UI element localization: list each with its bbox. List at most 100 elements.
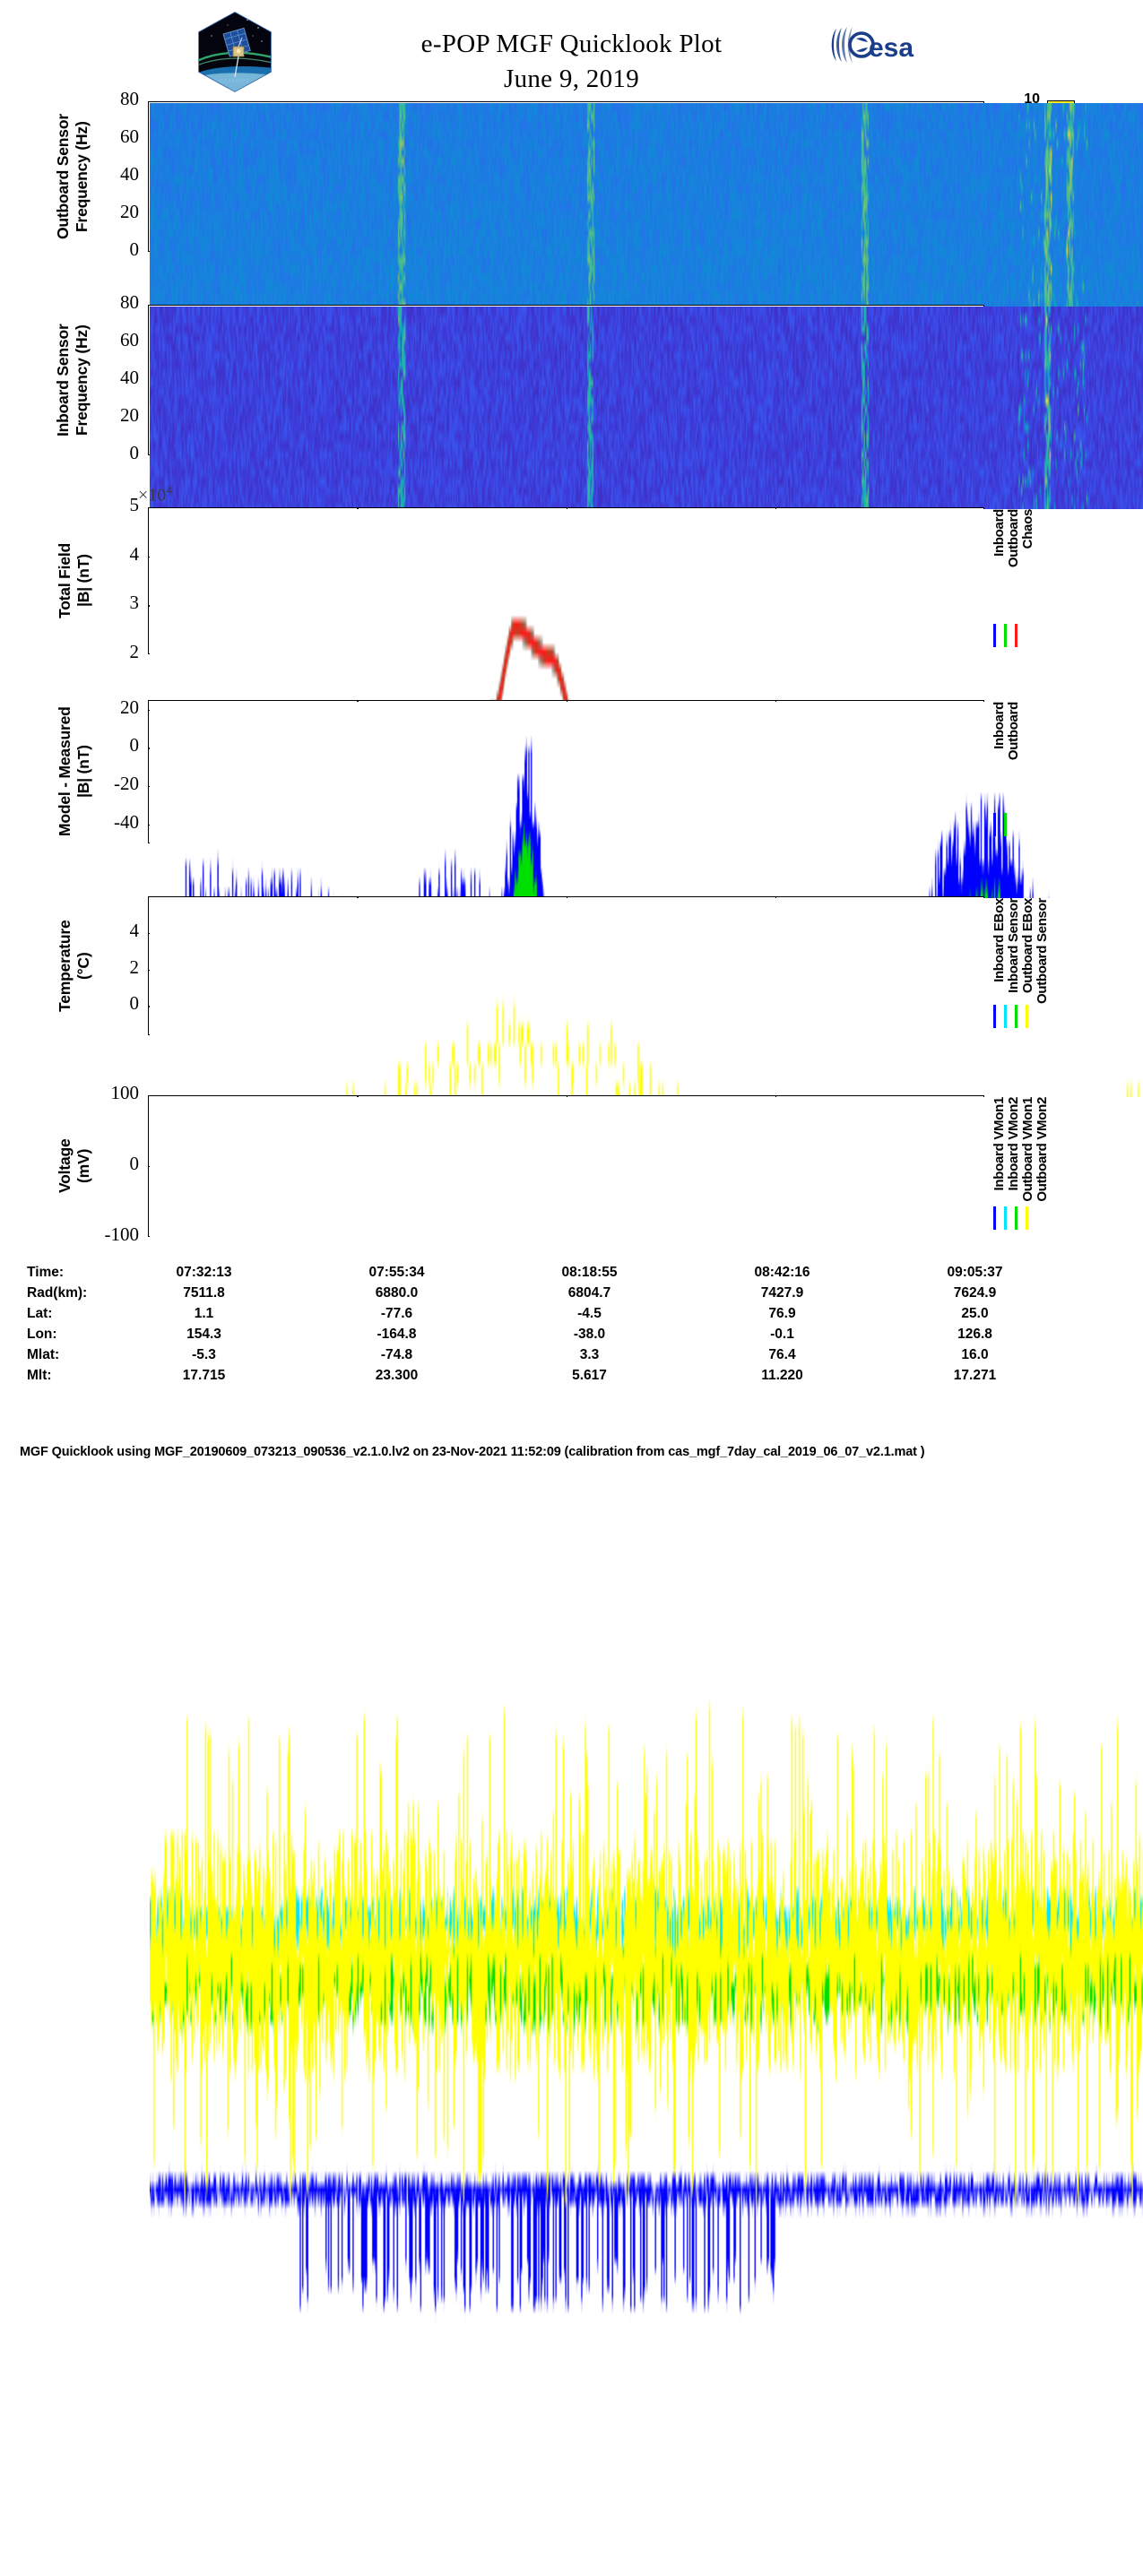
row-5-value-2: 5.617	[493, 1365, 686, 1386]
row-4-value-0: -5.3	[108, 1344, 300, 1365]
legend-swatch-1	[1004, 1005, 1007, 1028]
legend-label-0: Inboard EBox	[991, 898, 1007, 982]
ylabel-total-field: Total Field |B| (nT)	[56, 507, 97, 654]
legend-label-0: Inboard VMon1	[991, 1097, 1007, 1190]
ytick-outboard-spectrogram-4: 0	[80, 240, 139, 259]
legend-label-3: Outboard Sensor	[1035, 898, 1050, 1004]
row-3-value-3: -0.1	[686, 1324, 879, 1344]
title-line-2: June 9, 2019	[0, 62, 1143, 97]
row-4-value-1: -74.8	[300, 1344, 493, 1365]
legend-swatches	[993, 624, 1017, 647]
y-axis-exponent: ×104	[138, 483, 172, 506]
ytick-outboard-spectrogram-2: 40	[80, 165, 139, 184]
title-line-1: e-POP MGF Quicklook Plot	[0, 27, 1143, 62]
ytick-model-minus-measured-2: -20	[80, 774, 139, 793]
footer-provenance-text: MGF Quicklook using MGF_20190609_073213_…	[20, 1445, 924, 1459]
legend-swatch-3	[1026, 1206, 1028, 1230]
legend-swatches	[993, 1005, 1028, 1028]
esa-logo-icon: esa	[829, 25, 935, 65]
legend-swatch-2	[1015, 624, 1017, 647]
legend-swatch-1	[1004, 1206, 1007, 1230]
row-0-value-0: 07:32:13	[108, 1262, 300, 1283]
legend-swatch-3	[1026, 1005, 1028, 1028]
row-2-value-0: 1.1	[108, 1303, 300, 1324]
legend-swatch-0	[993, 624, 996, 647]
row-label-1: Rad(km):	[27, 1283, 108, 1303]
ytick-inboard-spectrogram-4: 0	[80, 444, 139, 462]
row-2-value-3: 76.9	[686, 1303, 879, 1324]
row-label-3: Lon:	[27, 1324, 108, 1344]
legend-swatch-0	[993, 813, 996, 836]
ytick-model-minus-measured-3: -40	[80, 813, 139, 832]
page-title: e-POP MGF Quicklook Plot June 9, 2019	[0, 27, 1143, 97]
row-4-value-3: 76.4	[686, 1344, 879, 1365]
row-5-value-4: 17.271	[879, 1365, 1071, 1386]
ytick-inboard-spectrogram-2: 40	[80, 368, 139, 387]
ytick-temperature-1: 2	[80, 958, 139, 977]
ytick-outboard-spectrogram-3: 20	[80, 203, 139, 221]
legend-swatch-2	[1015, 1206, 1017, 1230]
legend-swatch-1	[1004, 624, 1007, 647]
legend-label-0: Inboard	[991, 509, 1007, 557]
esa-wordmark: esa	[869, 33, 914, 63]
row-1-value-1: 6880.0	[300, 1283, 493, 1303]
legend-swatch-2	[1015, 1005, 1017, 1028]
legend-label-2: Chaos	[1020, 509, 1035, 549]
legend-label-2: Outboard VMon1	[1020, 1097, 1035, 1202]
legend-label-1: Outboard	[1006, 509, 1021, 567]
row-1-value-3: 7427.9	[686, 1283, 879, 1303]
row-4-value-2: 3.3	[493, 1344, 686, 1365]
row-1-value-4: 7624.9	[879, 1283, 1071, 1303]
ytick-model-minus-measured-0: 20	[80, 698, 139, 717]
legend-label-1: Inboard Sensor	[1006, 898, 1021, 993]
ytick-total-field-2: 3	[80, 593, 139, 612]
ytick-voltage-0: 100	[80, 1084, 139, 1102]
legend-swatches	[993, 813, 1007, 836]
row-5-value-0: 17.715	[108, 1365, 300, 1386]
row-4-value-4: 16.0	[879, 1344, 1071, 1365]
row-5-value-3: 11.220	[686, 1365, 879, 1386]
ytick-temperature-2: 0	[80, 994, 139, 1013]
row-3-value-4: 126.8	[879, 1324, 1071, 1344]
legend-label-0: Inboard	[991, 702, 1007, 749]
ytick-voltage-2: -100	[80, 1225, 139, 1244]
legend-label-1: Outboard	[1006, 702, 1021, 760]
row-label-4: Mlat:	[27, 1344, 108, 1365]
ytick-temperature-0: 4	[80, 921, 139, 940]
ytick-total-field-1: 4	[80, 545, 139, 564]
row-3-value-1: -164.8	[300, 1324, 493, 1344]
row-3-value-2: -38.0	[493, 1324, 686, 1344]
ytick-voltage-1: 0	[80, 1154, 139, 1173]
row-5-value-1: 23.300	[300, 1365, 493, 1386]
row-2-value-1: -77.6	[300, 1303, 493, 1324]
page-header: CASSIOPE e-POP MGF Quicklook Plot June 9…	[0, 0, 1143, 100]
ytick-total-field-3: 2	[80, 643, 139, 661]
ytick-inboard-spectrogram-3: 20	[80, 406, 139, 425]
legend-label-3: Outboard VMon2	[1035, 1097, 1050, 1202]
ytick-inboard-spectrogram-0: 80	[80, 293, 139, 312]
row-label-2: Lat:	[27, 1303, 108, 1324]
row-label-0: Time:	[27, 1262, 108, 1283]
row-0-value-4: 09:05:37	[879, 1262, 1071, 1283]
legend-swatch-0	[993, 1005, 996, 1028]
ytick-outboard-spectrogram-0: 80	[80, 90, 139, 108]
row-0-value-2: 08:18:55	[493, 1262, 686, 1283]
row-1-value-2: 6804.7	[493, 1283, 686, 1303]
ytick-total-field-0: 5	[80, 496, 139, 514]
row-3-value-0: 154.3	[108, 1324, 300, 1344]
row-2-value-2: -4.5	[493, 1303, 686, 1324]
row-0-value-1: 07:55:34	[300, 1262, 493, 1283]
legend-swatch-0	[993, 1206, 996, 1230]
legend-label-2: Outboard EBox	[1020, 898, 1035, 993]
row-label-5: Mlt:	[27, 1365, 108, 1386]
